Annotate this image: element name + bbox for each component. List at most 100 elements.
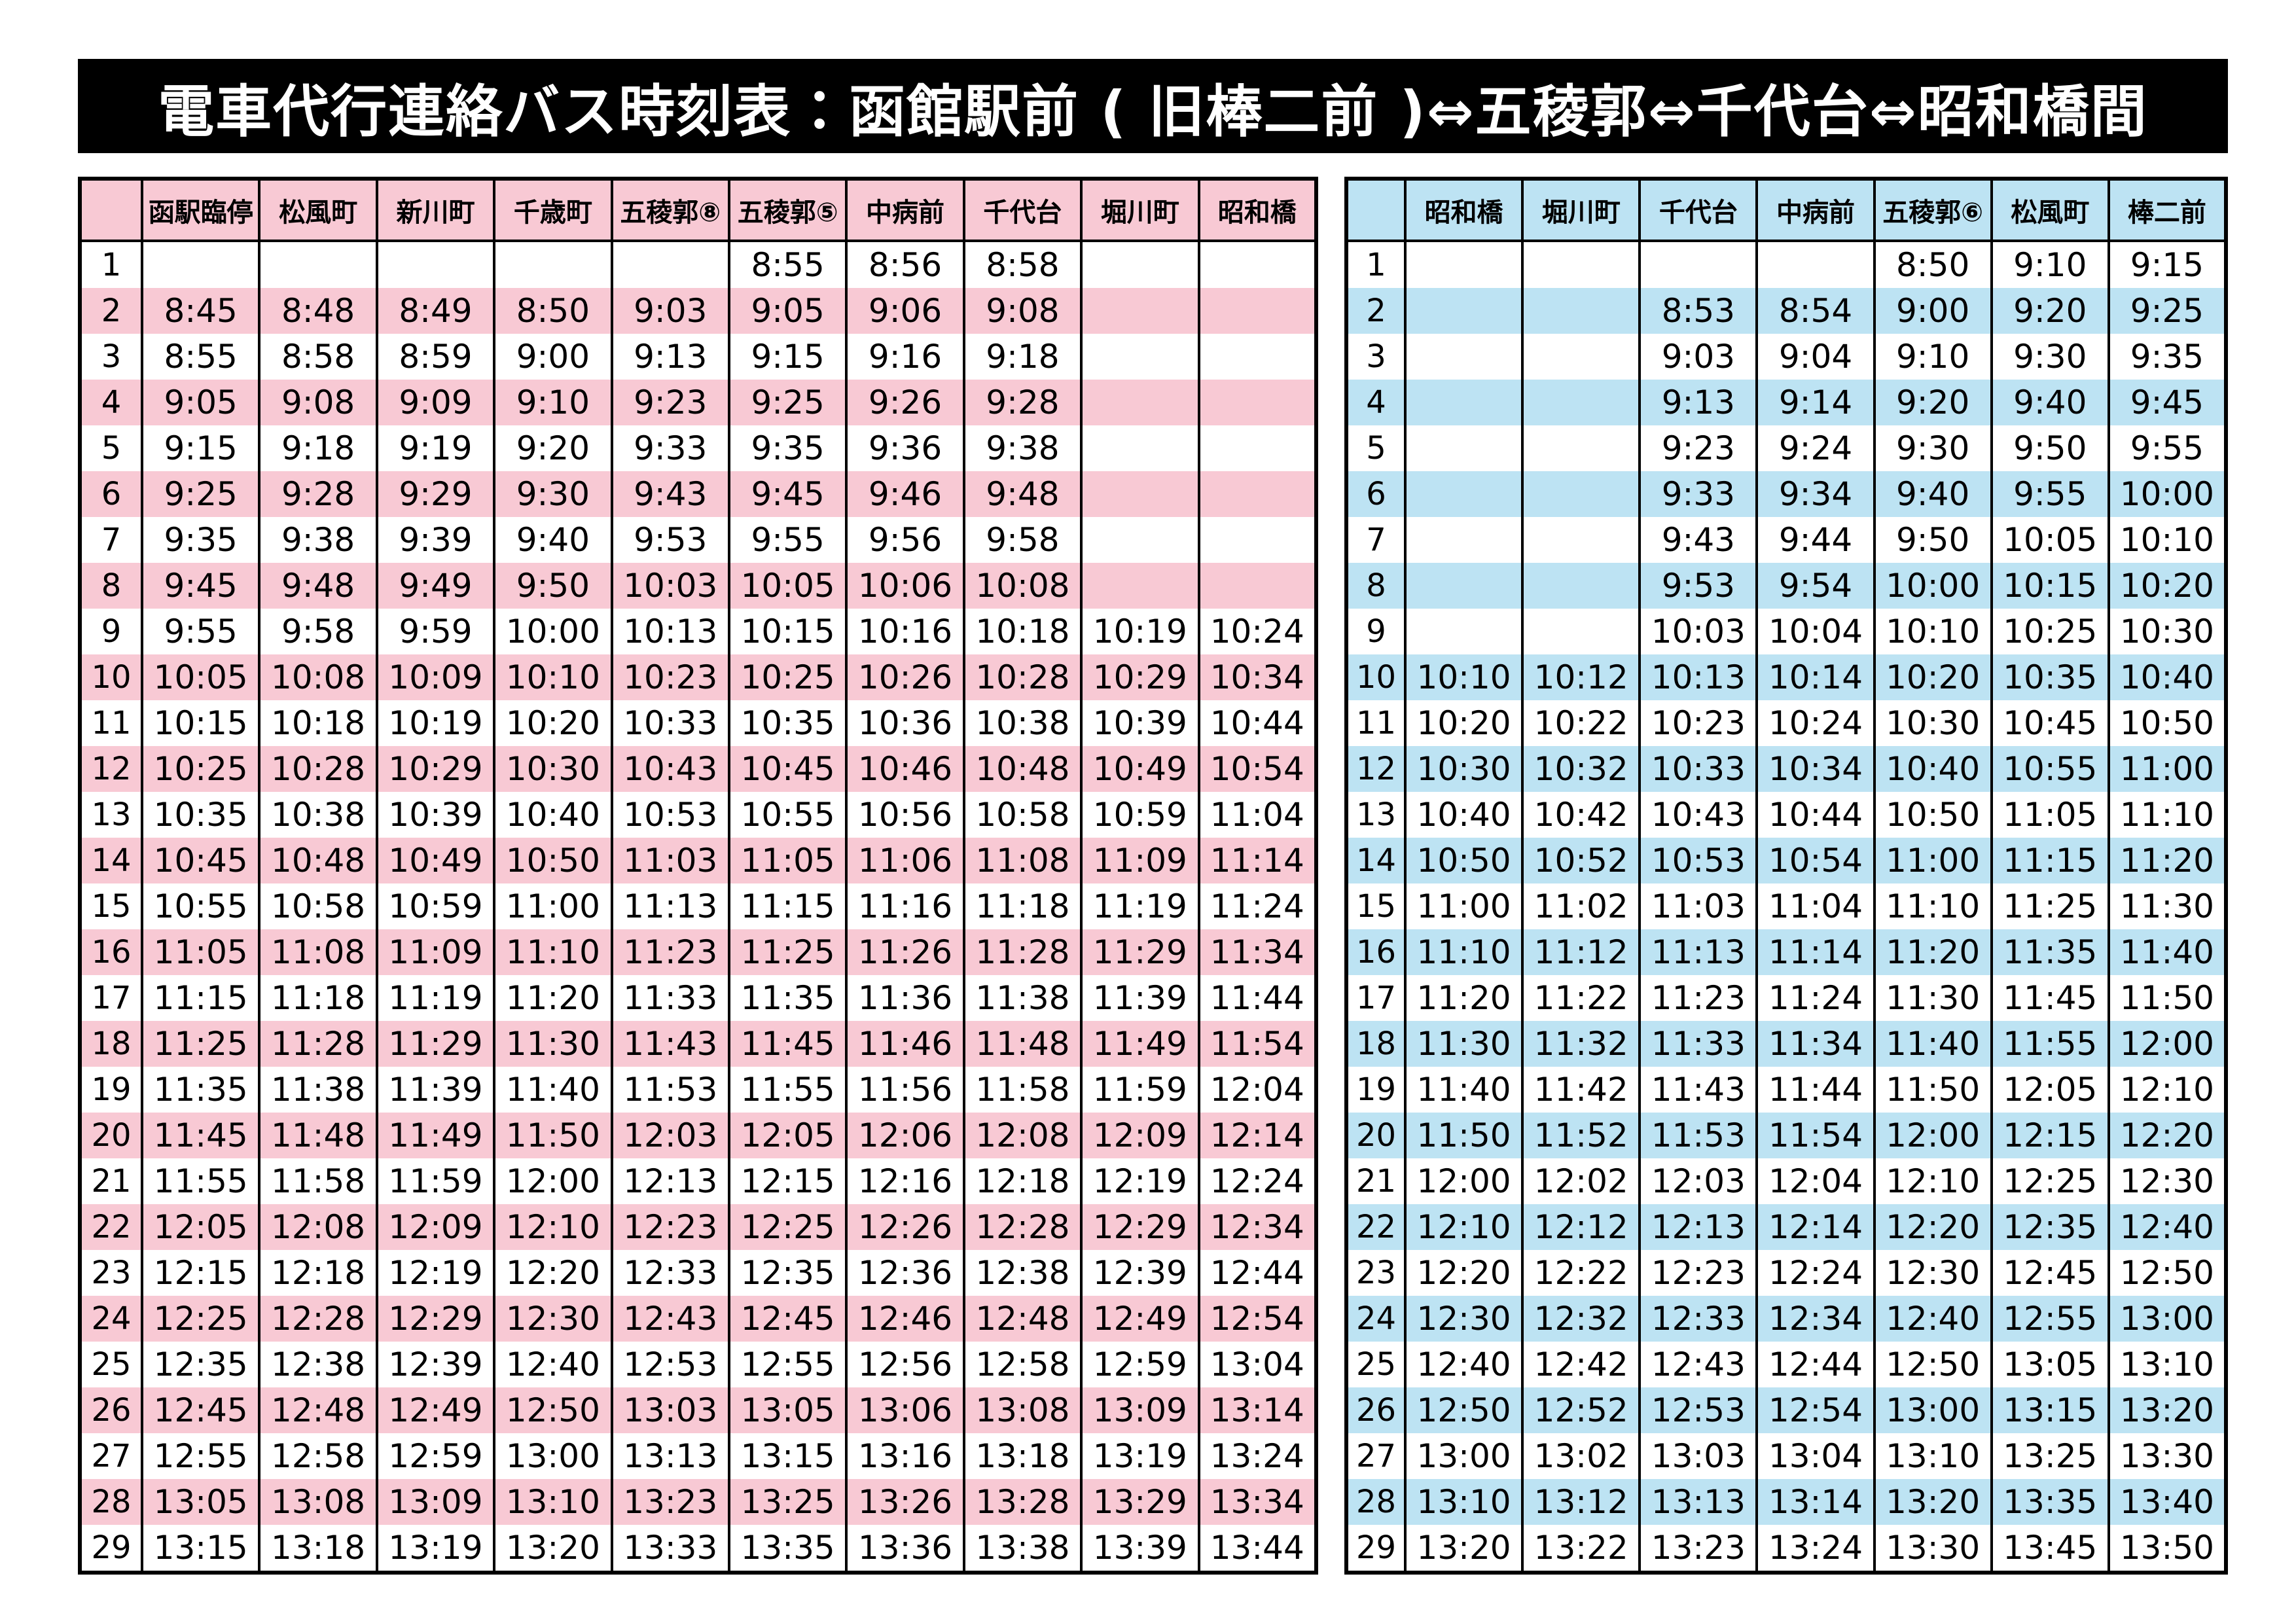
time-cell: 11:13 — [1638, 929, 1757, 975]
time-cell: 10:48 — [258, 838, 377, 883]
row: 22 12:10 12:12 12:13 12:14 12:20 12:35 12:40 — [1345, 1204, 2226, 1250]
time-cell: 9:55 — [1990, 471, 2109, 517]
time-cell: 12:20 — [1873, 1204, 1992, 1250]
time-cell: 11:03 — [1638, 883, 1757, 929]
time-cell: 11:55 — [727, 1067, 847, 1113]
timetable-right: 昭和橋 堀川町 千代台 中病前 五稜郭⑥ 松風町 棒二前 1 8:50 9:10 9:15 2 8:53… — [1344, 177, 2228, 1575]
time-cell: 11:12 — [1521, 929, 1640, 975]
time-cell: 13:20 — [1873, 1479, 1992, 1525]
time-cell: 12:29 — [375, 1296, 495, 1342]
time-cell: 12:49 — [375, 1387, 495, 1433]
time-cell: 12:44 — [1755, 1342, 1874, 1387]
time-cell: 10:20 — [493, 700, 612, 746]
time-cell: 12:24 — [1197, 1158, 1316, 1204]
time-cell: 9:43 — [610, 471, 729, 517]
time-cell: 8:55 — [727, 241, 847, 288]
row: 3 8:55 8:58 8:59 9:00 9:13 9:15 9:16 9:18 — [79, 334, 1316, 380]
time-cell: 12:39 — [375, 1342, 495, 1387]
time-cell: 11:33 — [1638, 1021, 1757, 1067]
time-cell: 11:53 — [1638, 1113, 1757, 1158]
time-cell: 11:00 — [2107, 746, 2226, 792]
time-cell: 9:45 — [727, 471, 847, 517]
row: 14 10:45 10:48 10:49 10:50 11:03 11:05 11:06 11:… — [79, 838, 1316, 883]
time-cell: 10:43 — [610, 746, 729, 792]
time-cell: 10:35 — [1990, 654, 2109, 700]
time-cell: 9:33 — [610, 425, 729, 471]
time-cell: 10:38 — [258, 792, 377, 838]
time-cell: 10:40 — [2107, 654, 2226, 700]
row-number: 19 — [79, 1067, 142, 1113]
row-number: 18 — [1345, 1021, 1405, 1067]
time-cell: 11:09 — [375, 929, 495, 975]
time-cell: 11:14 — [1197, 838, 1316, 883]
row: 16 11:05 11:08 11:09 11:10 11:23 11:25 11:26 11:… — [79, 929, 1316, 975]
time-cell: 12:10 — [1403, 1204, 1523, 1250]
time-cell: 11:18 — [258, 975, 377, 1021]
time-cell — [1080, 517, 1199, 563]
time-cell: 10:13 — [1638, 654, 1757, 700]
row: 20 11:50 11:52 11:53 11:54 12:00 12:15 12:20 — [1345, 1113, 2226, 1158]
time-cell: 12:35 — [727, 1250, 847, 1296]
time-cell: 11:03 — [610, 838, 729, 883]
time-cell: 10:30 — [2107, 609, 2226, 654]
row: 13 10:40 10:42 10:43 10:44 10:50 11:05 11:10 — [1345, 792, 2226, 838]
time-cell: 10:34 — [1197, 654, 1316, 700]
time-cell — [1521, 380, 1640, 425]
time-cell — [1755, 241, 1874, 288]
time-cell: 11:24 — [1197, 883, 1316, 929]
header-cell: 松風町 — [1990, 179, 2109, 242]
time-cell: 13:05 — [140, 1479, 260, 1525]
time-cell — [1521, 609, 1640, 654]
time-cell: 12:23 — [1638, 1250, 1757, 1296]
time-cell: 9:13 — [1638, 380, 1757, 425]
time-cell: 12:16 — [845, 1158, 964, 1204]
time-cell: 10:20 — [1873, 654, 1992, 700]
row-number: 9 — [79, 609, 142, 654]
time-cell: 9:46 — [845, 471, 964, 517]
time-cell: 11:40 — [2107, 929, 2226, 975]
time-cell: 13:20 — [2107, 1387, 2226, 1433]
header-cell: 五稜郭⑤ — [727, 179, 847, 242]
time-cell: 10:30 — [493, 746, 612, 792]
time-cell: 10:40 — [493, 792, 612, 838]
time-cell: 12:34 — [1755, 1296, 1874, 1342]
time-cell: 11:20 — [2107, 838, 2226, 883]
time-cell: 9:08 — [258, 380, 377, 425]
header-row: 昭和橋 堀川町 千代台 中病前 五稜郭⑥ 松風町 棒二前 — [1345, 179, 2226, 242]
time-cell: 13:04 — [1197, 1342, 1316, 1387]
time-cell: 11:04 — [1755, 883, 1874, 929]
time-cell: 11:30 — [1873, 975, 1992, 1021]
time-cell: 11:15 — [727, 883, 847, 929]
time-cell: 10:10 — [1873, 609, 1992, 654]
row: 14 10:50 10:52 10:53 10:54 11:00 11:15 11:20 — [1345, 838, 2226, 883]
row-number: 3 — [1345, 334, 1405, 380]
time-cell: 9:49 — [375, 563, 495, 609]
time-cell: 9:04 — [1755, 334, 1874, 380]
row: 5 9:23 9:24 9:30 9:50 9:55 — [1345, 425, 2226, 471]
row-number: 1 — [1345, 241, 1405, 288]
time-cell: 10:55 — [727, 792, 847, 838]
time-cell: 12:39 — [1080, 1250, 1199, 1296]
time-cell: 9:48 — [962, 471, 1082, 517]
row: 3 9:03 9:04 9:10 9:30 9:35 — [1345, 334, 2226, 380]
time-cell: 13:25 — [727, 1479, 847, 1525]
time-cell: 9:00 — [1873, 288, 1992, 334]
time-cell: 9:45 — [140, 563, 260, 609]
time-cell: 11:38 — [258, 1067, 377, 1113]
time-cell — [1197, 471, 1316, 517]
time-cell: 11:45 — [1990, 975, 2109, 1021]
time-cell: 11:28 — [962, 929, 1082, 975]
time-cell — [610, 241, 729, 288]
time-cell: 10:34 — [1755, 746, 1874, 792]
time-cell: 12:50 — [2107, 1250, 2226, 1296]
time-cell: 8:49 — [375, 288, 495, 334]
time-cell: 9:23 — [1638, 425, 1757, 471]
time-cell: 11:28 — [258, 1021, 377, 1067]
time-cell: 8:54 — [1755, 288, 1874, 334]
time-cell: 12:13 — [610, 1158, 729, 1204]
time-cell: 11:44 — [1755, 1067, 1874, 1113]
time-cell: 9:20 — [1873, 380, 1992, 425]
time-cell: 11:15 — [1990, 838, 2109, 883]
time-cell: 13:26 — [845, 1479, 964, 1525]
time-cell: 9:58 — [962, 517, 1082, 563]
